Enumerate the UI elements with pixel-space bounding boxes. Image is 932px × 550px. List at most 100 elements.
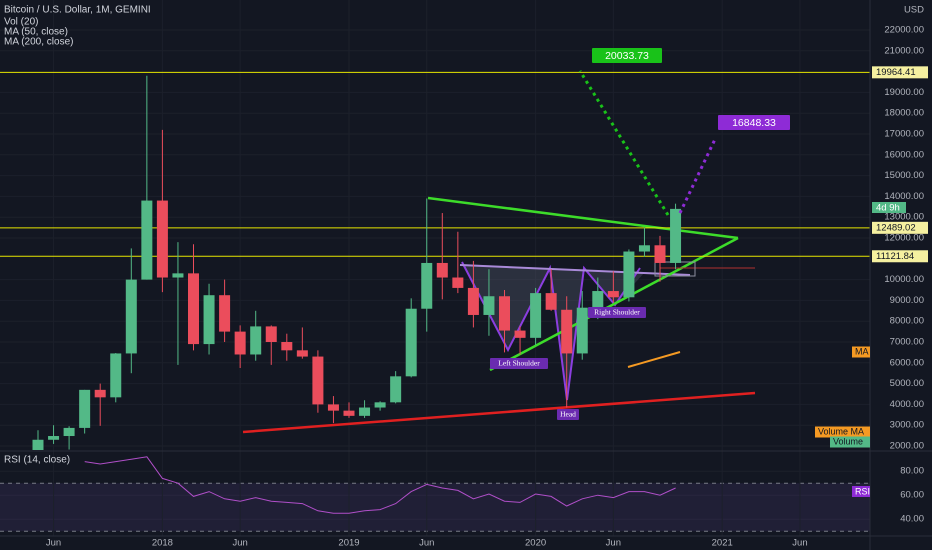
symbol-title: Bitcoin / U.S. Dollar, 1M, GEMINI [4, 5, 151, 16]
pattern-fill [462, 264, 690, 400]
level-tag [872, 66, 928, 79]
y-tick-label: 17000.00 [884, 129, 924, 140]
triangle-upper [427, 196, 739, 240]
y-tick-label: 15000.00 [884, 170, 924, 181]
candle-body [530, 293, 542, 338]
annotation-box [588, 307, 646, 318]
candle-body [576, 307, 588, 354]
candle-body [32, 439, 44, 450]
candle-body [592, 291, 604, 308]
candle-body [499, 296, 510, 331]
target-path [578, 70, 670, 216]
target-label: 16848.33 [732, 117, 776, 129]
rsi-line [84, 456, 676, 514]
candle-body [467, 287, 479, 315]
candle-body [359, 407, 371, 416]
level-tag [872, 250, 928, 263]
level-label: 19964.41 [876, 67, 916, 78]
axis-tag [852, 346, 870, 358]
axis-tag [830, 436, 870, 448]
x-tick-label: Jun [792, 538, 807, 549]
x-tick-label: 2021 [712, 538, 733, 549]
y-tick-label: 6000.00 [890, 357, 924, 368]
y-tick-label: 2000.00 [890, 441, 924, 452]
overlay: 22000.00 21000.00 19000.00 18000.00 17000.00… [46, 25, 928, 549]
candle-body [188, 273, 199, 345]
axis-tag [815, 426, 870, 438]
annotation-box [490, 358, 548, 369]
axis-tag-label: Volume [833, 436, 863, 446]
y-tick-label: 10000.00 [884, 274, 924, 285]
y-tick-label: 14000.00 [884, 191, 924, 202]
candle-body [203, 295, 215, 345]
indicator: Vol (20) [4, 17, 38, 28]
candle-body [281, 342, 293, 351]
rsi-tag-label: RSI [855, 486, 870, 496]
grid [0, 482, 870, 532]
y-tick-label: 12000.00 [884, 233, 924, 244]
candle-body [607, 291, 619, 298]
support-line [242, 391, 756, 434]
candle-body [110, 353, 122, 398]
candle-body [654, 245, 666, 263]
target-box [592, 48, 662, 63]
x-tick-label: Jun [232, 538, 247, 549]
candle-body [156, 200, 168, 278]
axis-tag-label: MA [855, 346, 869, 356]
candle-body [436, 262, 448, 278]
candle-body [312, 356, 324, 405]
y-tick-label: 16000.00 [884, 149, 924, 160]
y-tick-label: 8000.00 [890, 316, 924, 327]
rsi-band [0, 483, 870, 532]
drawings [242, 196, 756, 434]
candle-body [561, 309, 573, 354]
x-tick-label: Jun [419, 538, 434, 549]
candle-body [405, 308, 417, 377]
candle-body [327, 404, 339, 411]
annotation-box [557, 409, 579, 420]
candle-body [234, 331, 246, 355]
candle-body [638, 245, 650, 252]
candle-body [343, 410, 355, 416]
triangle-lower [489, 236, 739, 372]
countdown: 4d 9h [876, 203, 900, 214]
indicator: MA (50, close) [4, 27, 68, 38]
y-tick-label: 5000.00 [890, 378, 924, 389]
candle-body [421, 262, 433, 309]
target-box [718, 115, 790, 130]
candle-body [514, 330, 526, 338]
x-tick-label: Jun [606, 538, 621, 549]
ma-line [627, 351, 681, 368]
candle-body [125, 279, 137, 354]
candle-body [94, 389, 106, 398]
x-tick-label: Jun [46, 538, 61, 549]
candle-body [452, 277, 464, 288]
candle-body [296, 350, 308, 357]
annotation-label: Left Shoulder [498, 359, 540, 368]
y-tick-label: 22000.00 [884, 25, 924, 36]
y-tick-label: 4000.00 [890, 399, 924, 410]
candle-body [79, 389, 91, 428]
annotation-label: Right Shoulder [594, 308, 640, 317]
y-tick-label: 18000.00 [884, 108, 924, 119]
candles [0, 70, 870, 450]
axis-tag-label: Volume MA [818, 426, 864, 436]
annotation-label: Head [560, 410, 576, 419]
candle-body [374, 402, 386, 408]
rsi-tag [852, 486, 870, 497]
x-tick-label: 2019 [338, 538, 359, 549]
neckline [459, 264, 691, 276]
candle-body [172, 273, 184, 278]
y-tick-label: 13000.00 [884, 212, 924, 223]
rsi-tick-label: 80.00 [900, 466, 924, 477]
candle-body [670, 208, 682, 263]
y-tick-label: 9000.00 [890, 295, 924, 306]
y-tick-label: 19000.00 [884, 87, 924, 98]
countdown-tag [872, 202, 906, 213]
candle-body [483, 296, 495, 315]
x-tick-label: 2020 [525, 538, 546, 549]
level-tag [872, 221, 928, 234]
indicator: MA (200, close) [4, 37, 73, 48]
